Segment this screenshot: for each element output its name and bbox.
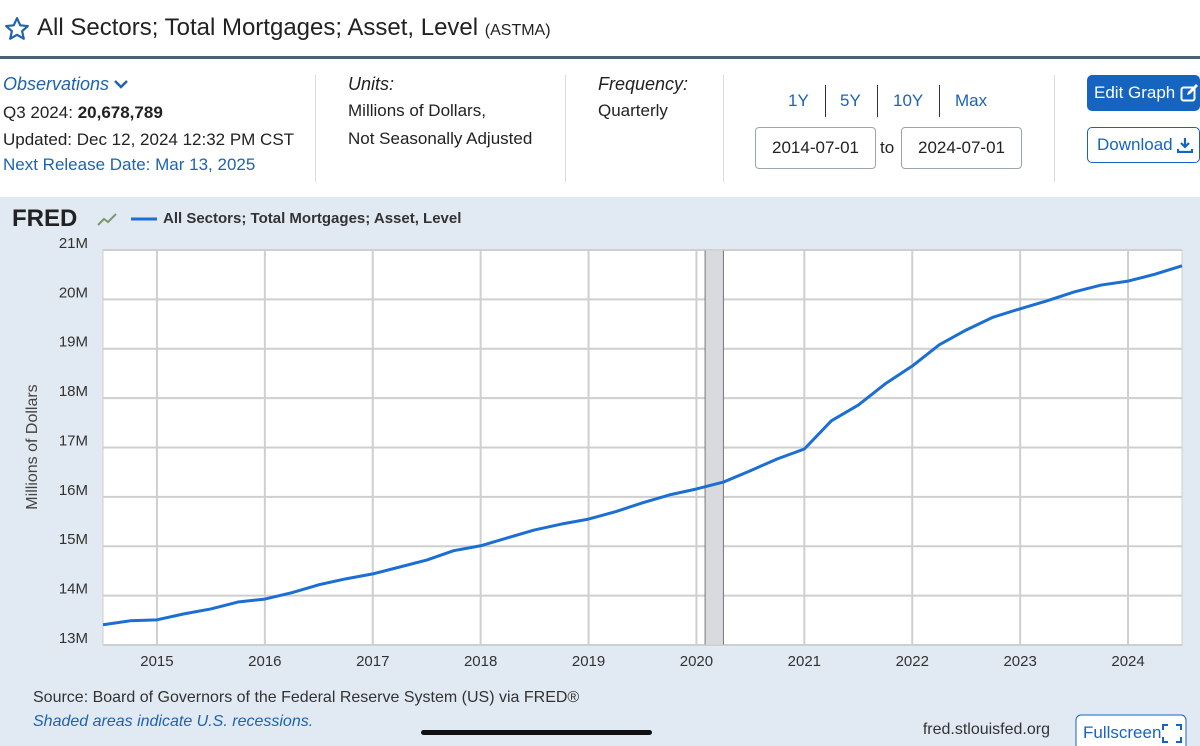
frequency: Quarterly [598,101,668,120]
x-tick-label: 2015 [140,653,173,670]
units: Not Seasonally Adjusted [348,129,533,148]
units-label: Units: [348,74,395,94]
plot-border [102,249,1183,646]
favorite-star[interactable] [4,16,30,42]
series-id: (ASTMA) [484,22,551,39]
download-button[interactable]: Download [1087,127,1200,163]
x-tick-label: 2016 [248,653,281,670]
chevron [114,80,128,89]
to-label: to [880,138,895,157]
next-release[interactable]: Next Release Date: Mar 13, 2025 [3,155,256,174]
button-label: Download [1097,135,1173,154]
edit-graph-button[interactable]: Edit Graph [1087,75,1200,111]
x-tick-label: 2021 [788,653,821,670]
separator [877,85,878,117]
page-title: All Sectors; Total Mortgages; Asset, Lev… [37,14,551,42]
y-tick-label: 14M [59,581,88,598]
observations-label: Observations [3,74,110,94]
header-rule [0,56,1200,59]
logo-icon [97,213,117,226]
download-icon [1177,138,1194,153]
separator [939,85,940,117]
x-tick-label: 2022 [896,653,929,670]
separator [315,75,316,182]
site-link[interactable]: fred.stlouisfed.org [923,721,1050,738]
x-tick-label: 2019 [572,653,605,670]
x-tick-label: 2018 [464,653,497,670]
legend-label: All Sectors; Total Mortgages; Asset, Lev… [163,210,461,227]
y-tick-label: 13M [59,630,88,647]
title: All Sectors; Total Mortgages; Asset, Lev… [37,14,479,41]
y-axis-label: Millions of Dollars [24,384,41,509]
chart: FRED Millions of Dollars Source: Board o… [0,197,1200,746]
fullscreen-label: Fullscreen [1083,723,1161,742]
separator [565,75,566,182]
fred-logo: FRED [12,205,77,232]
fullscreen-button[interactable] [1075,714,1187,746]
range-button[interactable]: 10Y [893,91,924,110]
observation-period: Q3 2024: [3,103,73,122]
frequency-label: Frequency: [598,74,689,94]
recession-note: Shaded areas indicate U.S. recessions. [33,713,313,730]
range-button[interactable]: 5Y [840,91,861,110]
y-tick-label: 21M [59,235,88,252]
separator [825,85,826,117]
y-tick-label: 20M [59,284,88,301]
y-tick-label: 18M [59,383,88,400]
x-tick-label: 2017 [356,653,389,670]
x-tick-label: 2024 [1111,653,1144,670]
separator [723,75,724,182]
updated: Updated: Dec 12, 2024 12:32 PM CST [3,130,295,149]
observation-value: 20,678,789 [77,103,163,122]
x-tick-label: 2020 [680,653,713,670]
observations-toggle[interactable]: Observations [3,74,128,95]
home-indicator [421,730,652,735]
edit-icon [1180,84,1198,102]
y-tick-label: 17M [59,432,88,449]
units: Millions of Dollars, [348,101,486,120]
y-tick-label: 16M [59,482,88,499]
separator [1054,75,1055,182]
range-button[interactable]: 1Y [788,91,809,110]
y-tick-label: 19M [59,334,88,351]
end-date-input[interactable]: 2024-07-01 [901,127,1022,169]
source: Source: Board of Governors of the Federa… [33,689,579,706]
start-date-input[interactable]: 2014-07-01 [755,127,876,169]
observation: Q3 2024: 20,678,789 [3,103,163,123]
x-tick-label: 2023 [1003,653,1036,670]
series-line [102,264,1183,627]
range-button[interactable]: Max [955,91,988,110]
recession-shade [704,249,724,646]
button-label: Edit Graph [1094,83,1176,102]
fullscreen-icon [1162,724,1182,743]
y-tick-label: 15M [59,531,88,548]
